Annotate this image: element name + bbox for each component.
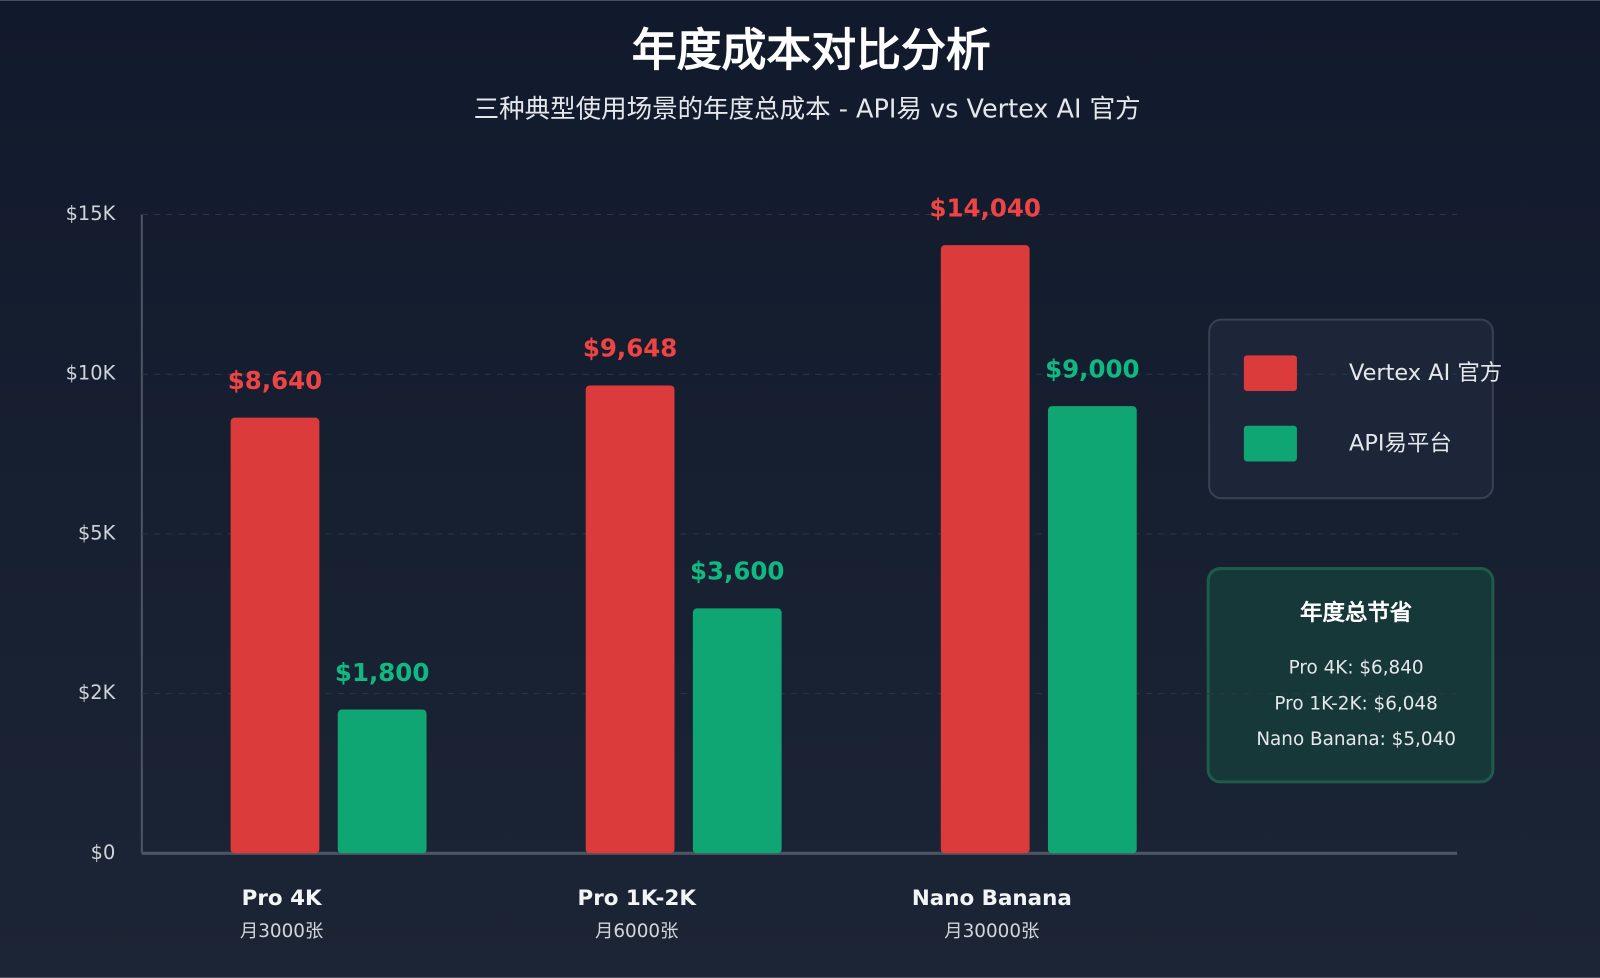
legend-label: Vertex AI 官方 bbox=[1349, 360, 1502, 386]
value-label: $9,648 bbox=[583, 334, 677, 363]
bar bbox=[940, 245, 1030, 854]
bar bbox=[585, 385, 675, 854]
legend-swatch bbox=[1243, 355, 1297, 392]
bar bbox=[692, 608, 782, 854]
savings-item: Pro 4K: $6,840 bbox=[1289, 658, 1424, 679]
chart-title: 年度成本对比分析 bbox=[632, 23, 991, 76]
y-tick-label: $5K bbox=[78, 521, 117, 544]
legend bbox=[1208, 318, 1494, 500]
y-tick-label: $15K bbox=[66, 202, 117, 225]
x-tick-sublabel: 月30000张 bbox=[944, 921, 1039, 942]
x-tick-sublabel: 月6000张 bbox=[595, 921, 678, 942]
value-label: $9,000 bbox=[1045, 354, 1139, 383]
bar bbox=[1047, 406, 1137, 854]
y-tick-label: $10K bbox=[66, 362, 117, 385]
legend-swatch bbox=[1243, 425, 1297, 462]
x-tick-sublabel: 月3000张 bbox=[240, 921, 323, 942]
value-label: $3,600 bbox=[690, 557, 784, 586]
chart-subtitle: 三种典型使用场景的年度总成本 - API易 vs Vertex AI 官方 bbox=[474, 94, 1141, 124]
savings-item: Pro 1K-2K: $6,048 bbox=[1274, 693, 1437, 714]
savings-item: Nano Banana: $5,040 bbox=[1256, 729, 1456, 750]
x-tick-label: Pro 1K-2K bbox=[578, 886, 698, 911]
value-label: $14,040 bbox=[929, 193, 1040, 222]
savings-title: 年度总节省 bbox=[1300, 599, 1412, 626]
y-tick-label: $2K bbox=[78, 681, 117, 704]
x-tick-label: Pro 4K bbox=[242, 886, 323, 911]
value-label: $1,800 bbox=[335, 658, 429, 687]
bar bbox=[230, 417, 320, 854]
legend-label: API易平台 bbox=[1349, 431, 1452, 457]
value-label: $8,640 bbox=[228, 366, 322, 395]
savings-box bbox=[1206, 567, 1495, 784]
y-tick-label: $0 bbox=[91, 841, 116, 864]
x-tick-label: Nano Banana bbox=[912, 886, 1072, 911]
bar bbox=[337, 709, 427, 854]
